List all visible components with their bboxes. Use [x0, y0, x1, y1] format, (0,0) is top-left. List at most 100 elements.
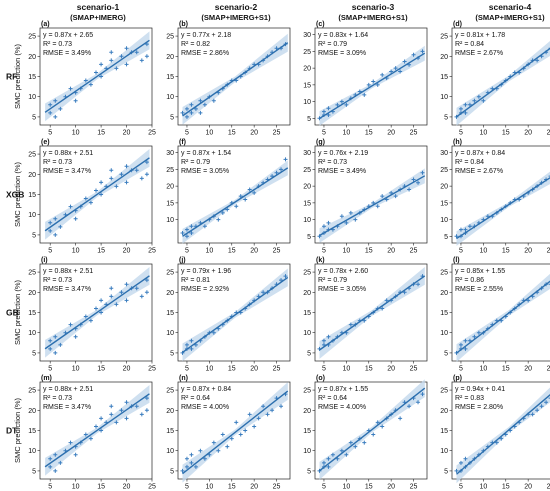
data-point [375, 420, 380, 425]
x-tick-label: 5 [185, 366, 189, 373]
data-point [463, 110, 468, 115]
data-point [416, 400, 421, 405]
y-tick-label: 30 [166, 150, 174, 157]
data-point [371, 432, 376, 437]
panel-label: (p) [453, 375, 462, 382]
data-point [463, 338, 468, 343]
y-tick-label: 25 [303, 270, 311, 277]
data-point [481, 98, 486, 103]
panel-label: (e) [41, 139, 50, 146]
data-point [321, 338, 326, 343]
data-point [99, 192, 104, 197]
data-point [535, 408, 540, 413]
data-point [119, 290, 124, 295]
regression-line [44, 393, 150, 468]
y-tick-label: 20 [28, 54, 36, 61]
rmse-annotation: RMSE = 2.86% [181, 50, 229, 57]
rmse-annotation: RMSE = 2.67% [455, 50, 503, 57]
data-point [189, 346, 194, 351]
data-point [458, 106, 463, 111]
data-point [463, 346, 468, 351]
data-point [234, 204, 239, 209]
data-point [211, 330, 216, 335]
data-point [321, 224, 326, 229]
x-tick-label: 25 [273, 366, 281, 373]
y-tick-label: 10 [166, 217, 174, 224]
x-tick-label: 20 [387, 366, 395, 373]
data-point [94, 188, 98, 193]
data-point [189, 110, 194, 115]
data-point [335, 102, 340, 107]
rmse-annotation: RMSE = 3.09% [318, 50, 366, 57]
data-point [144, 396, 149, 401]
data-point [139, 58, 144, 63]
y-tick-label: 25 [440, 388, 448, 395]
data-point [499, 436, 504, 441]
x-tick-label: 5 [48, 366, 52, 373]
y-tick-label: 15 [28, 310, 36, 317]
data-point [53, 334, 58, 339]
data-point [407, 404, 412, 409]
x-tick-label: 15 [502, 366, 510, 373]
x-tick-label: 20 [123, 130, 131, 137]
x-tick-label: 20 [524, 248, 532, 255]
rmse-annotation: RMSE = 3.05% [181, 168, 229, 175]
x-tick-label: 10 [479, 366, 487, 373]
data-point [225, 207, 230, 212]
data-point [317, 468, 322, 473]
regression-line [44, 275, 150, 350]
data-point [53, 232, 58, 237]
r2-annotation: R² = 0.73 [43, 159, 72, 166]
data-point [548, 283, 550, 285]
y-tick-label: 10 [166, 330, 174, 337]
data-point [139, 176, 144, 181]
data-point [321, 460, 326, 465]
panel-label: (j) [179, 257, 186, 264]
data-point [184, 227, 189, 232]
data-point [454, 234, 459, 239]
y-tick-label: 20 [28, 172, 36, 179]
data-point [371, 79, 376, 84]
data-point [53, 452, 58, 457]
y-tick-label: 5 [32, 232, 36, 239]
y-tick-label: 10 [28, 330, 36, 337]
data-point [526, 298, 531, 303]
data-point [238, 194, 243, 199]
data-point [88, 318, 93, 323]
panel-i: 5 10 15 20 25 5 10 15 20 25 (i) y = 0.88x + 2.51 R² … [13, 257, 156, 373]
y-axis-title: SMC prediction (%) [13, 161, 22, 227]
x-tick-label: 5 [48, 484, 52, 491]
data-point [180, 468, 185, 473]
data-point [48, 456, 53, 461]
data-point [476, 330, 481, 335]
data-point [124, 400, 129, 405]
data-point [124, 416, 129, 421]
data-point [375, 82, 380, 87]
data-point [380, 306, 385, 311]
data-point [144, 160, 149, 165]
panel-label: (d) [453, 21, 462, 28]
x-tick-label: 25 [547, 484, 550, 491]
panel-g: 5 10 15 20 25 5 10 15 20 25 30 (g) y = 0.76x + 2.19 R… [303, 139, 428, 255]
data-point [353, 444, 358, 449]
data-point [411, 52, 416, 57]
y-tick-label: 20 [303, 66, 311, 73]
data-point [184, 234, 189, 239]
y-tick-label: 15 [303, 428, 311, 435]
equation-annotation: y = 0.77x + 2.18 [181, 32, 231, 39]
data-point [362, 92, 367, 97]
panel-label: (c) [316, 21, 325, 28]
data-point [144, 172, 149, 177]
r2-annotation: R² = 0.79 [181, 159, 210, 166]
y-tick-label: 15 [166, 200, 174, 207]
equation-annotation: y = 0.87x + 0.84 [455, 150, 505, 157]
data-point [73, 452, 78, 457]
data-point [458, 227, 463, 232]
data-point [189, 338, 194, 343]
data-point [124, 282, 129, 287]
panel-m: 5 10 15 20 25 5 10 15 20 25 (m) y = 0.88x + 2.51 R² … [13, 375, 156, 491]
y-tick-label: 25 [28, 270, 36, 277]
y-tick-label: 10 [440, 217, 448, 224]
y-tick-label: 15 [28, 74, 36, 81]
